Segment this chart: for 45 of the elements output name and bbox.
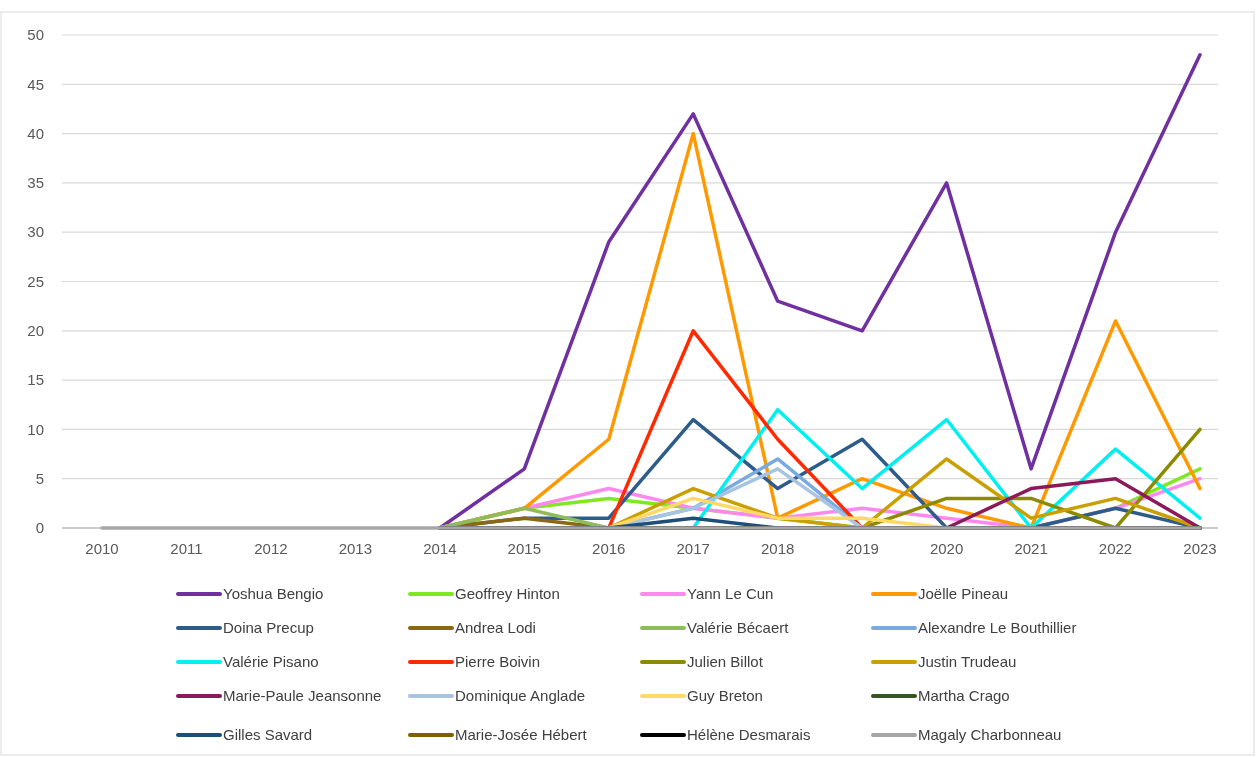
x-tick-label: 2018 <box>761 540 795 557</box>
y-tick-label: 15 <box>27 371 44 389</box>
legend-label: Martha Crago <box>918 687 1010 705</box>
y-tick-label: 25 <box>27 272 44 290</box>
x-tick-label: 2015 <box>507 540 541 557</box>
x-tick-label: 2019 <box>845 540 879 557</box>
y-tick-label: 45 <box>27 75 44 93</box>
y-tick-label: 5 <box>35 469 44 487</box>
legend-label: Magaly Charbonneau <box>918 726 1062 744</box>
y-tick-label: 20 <box>27 322 44 340</box>
x-tick-label: 2013 <box>338 540 373 557</box>
legend-label: Valérie Bécaert <box>687 619 790 637</box>
x-tick-label: 2017 <box>676 540 710 557</box>
legend-label: Justin Trudeau <box>918 653 1017 671</box>
legend-label: Valérie Pisano <box>223 653 319 671</box>
y-tick-label: 10 <box>27 420 44 438</box>
legend-label: Dominique Anglade <box>455 687 586 705</box>
legend-label: Marie-Josée Hébert <box>455 726 588 744</box>
legend-label: Geoffrey Hinton <box>455 585 560 603</box>
x-tick-label: 2020 <box>929 540 964 557</box>
y-tick-label: 40 <box>27 124 44 142</box>
legend-label: Doina Precup <box>223 619 314 637</box>
legend-label: Andrea Lodi <box>455 619 536 637</box>
y-tick-label: 30 <box>27 223 44 241</box>
legend-label: Julien Billot <box>687 653 764 671</box>
y-tick-label: 0 <box>35 519 44 537</box>
legend-label: Yann Le Cun <box>687 585 774 603</box>
legend-label: Joëlle Pineau <box>918 585 1009 603</box>
legend-label: Yoshua Bengio <box>223 585 324 603</box>
x-tick-label: 2023 <box>1183 540 1217 557</box>
legend-label: Marie-Paule Jeansonne <box>223 687 382 705</box>
x-tick-label: 2012 <box>254 540 288 557</box>
legend-label: Gilles Savard <box>223 726 313 744</box>
x-tick-label: 2014 <box>423 540 457 557</box>
x-tick-label: 2016 <box>592 540 626 557</box>
legend-label: Pierre Boivin <box>455 653 541 671</box>
y-tick-label: 50 <box>27 26 44 44</box>
legend-label: Hélène Desmarais <box>687 726 811 744</box>
legend-label: Guy Breton <box>687 687 763 705</box>
legend-label: Alexandre Le Bouthillier <box>918 619 1077 637</box>
x-tick-label: 2022 <box>1098 540 1133 557</box>
x-tick-label: 2010 <box>85 540 119 557</box>
y-tick-label: 35 <box>27 174 44 192</box>
x-tick-label: 2021 <box>1014 540 1048 557</box>
x-tick-label: 2011 <box>170 540 203 557</box>
